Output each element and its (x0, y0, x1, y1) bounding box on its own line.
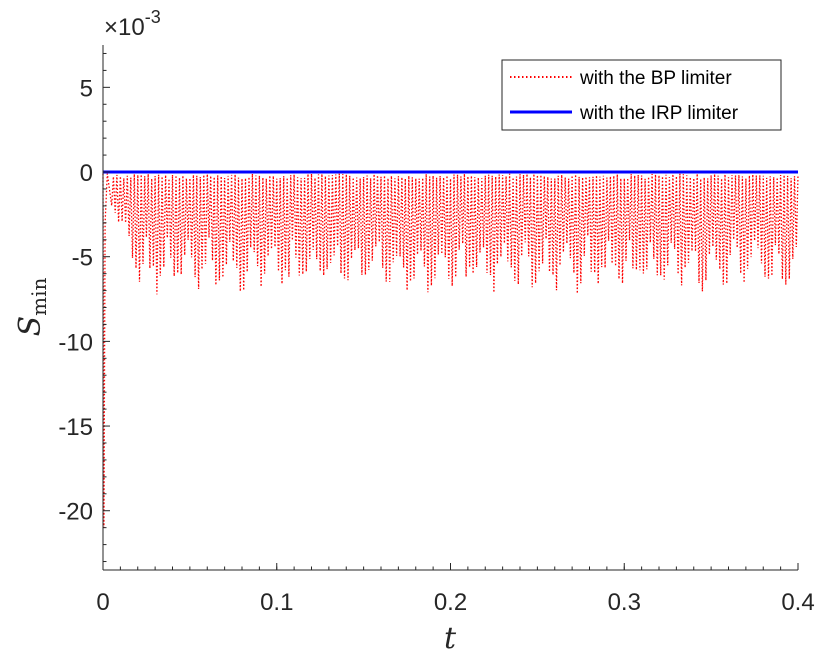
y-tick-label: 5 (80, 75, 93, 102)
y-exponent-label: ×10-3 (104, 7, 161, 41)
legend-label-bp: with the BP limiter (579, 68, 732, 89)
x-ticks: 0 0.1 0.2 0.3 0.4 (96, 563, 815, 616)
y-axis-label: Smin (13, 277, 51, 336)
y-tick-label: -20 (58, 499, 93, 526)
series-bp-limiter (102, 173, 799, 528)
x-tick-label: 0.4 (781, 589, 814, 616)
x-tick-label: 0.2 (434, 589, 467, 616)
x-tick-label: 0.3 (608, 589, 641, 616)
y-exponent-base: ×10 (104, 14, 145, 41)
svg-text:Smin: Smin (13, 277, 51, 336)
x-axis-label: t (444, 621, 457, 656)
y-axis-label-main: S (13, 316, 48, 337)
legend-box (501, 59, 782, 131)
plot-area (103, 45, 798, 570)
y-tick-label: -5 (72, 245, 93, 272)
y-ticks: 5 0 -5 -10 -15 -20 (58, 52, 110, 563)
y-tick-label: -15 (58, 414, 93, 441)
y-axis-label-sub: min (27, 277, 51, 315)
y-exponent-power: -3 (145, 7, 161, 27)
y-tick-label: -10 (58, 329, 93, 356)
bp-line (102, 173, 799, 528)
x-tick-label: 0 (96, 589, 109, 616)
legend: with the BP limiter with the IRP limiter (501, 59, 782, 131)
y-tick-label: 0 (80, 160, 93, 187)
x-tick-label: 0.1 (260, 589, 293, 616)
legend-label-irp: with the IRP limiter (579, 103, 739, 124)
